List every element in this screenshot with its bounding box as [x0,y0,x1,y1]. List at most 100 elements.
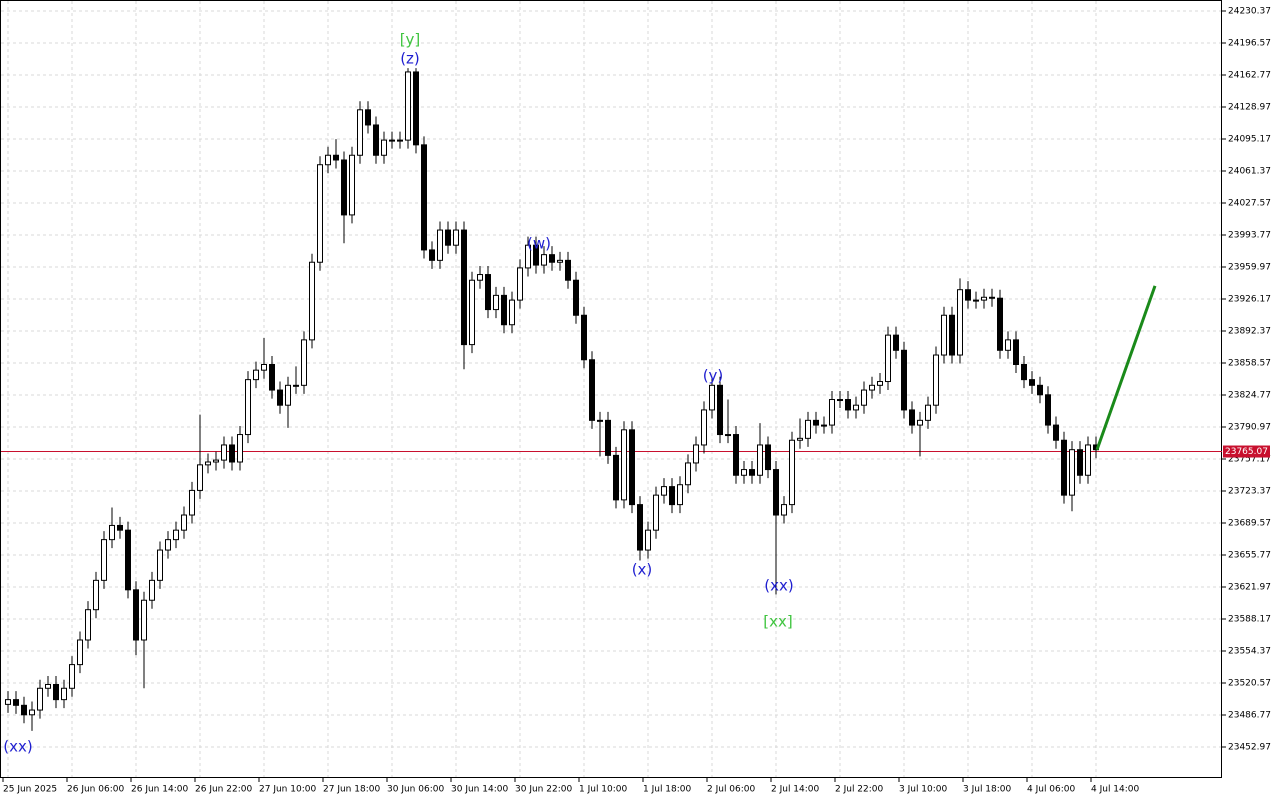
candle-body [229,444,235,463]
candle-body [805,419,811,439]
candle-body [925,404,931,421]
candle-body [53,683,59,701]
candle-body [877,381,883,386]
candle-body [693,444,699,464]
candle-body [973,299,979,302]
candle-body [677,484,683,506]
y-tick-label: 23723.37 [1228,487,1271,497]
candle-body [789,439,795,506]
candle-body [37,687,43,711]
candle-body [605,419,611,456]
y-tick-label: 23554.37 [1228,647,1271,657]
x-tick-label: 3 Jul 10:00 [899,785,948,795]
candle-body [829,399,835,426]
y-tick-label: 23621.97 [1228,583,1271,593]
y-tick-label: 23486.77 [1228,711,1271,721]
candle-body [389,139,395,142]
candle-body [1013,339,1019,365]
candle-body [197,464,203,491]
candle-body [797,437,803,441]
x-tick-label: 26 Jun 06:00 [67,785,124,795]
candle-body [381,139,387,156]
candle-body [709,384,715,411]
candle-body [685,462,691,486]
candle-body [13,699,19,706]
y-tick-label: 23520.57 [1228,679,1271,689]
candle-body [645,529,651,551]
y-tick-label: 24128.97 [1228,103,1271,113]
candle-body [373,124,379,156]
candle-body [133,589,139,641]
candle-body [485,274,491,311]
y-tick-label: 23757.17 [1228,455,1271,465]
candle-body [349,154,355,216]
candle-body [557,259,563,263]
candle-body [357,109,363,156]
candle-body [869,384,875,391]
candle-body [621,429,627,501]
candle-body [365,109,371,126]
candle-body [125,529,131,591]
candle-body [429,249,435,261]
x-tick-label: 3 Jul 18:00 [963,785,1012,795]
candle-body [845,399,851,411]
candle-body [45,683,51,689]
candle-body [293,384,299,387]
y-tick-label: 23926.17 [1228,295,1271,305]
y-tick-label: 23452.97 [1228,743,1271,753]
y-tick-label: 23858.57 [1228,359,1271,369]
candle-body [885,334,891,383]
y-tick-label: 23588.17 [1228,615,1271,625]
candle-body [549,254,555,263]
candle-body [397,139,403,142]
wave-label: (z) [400,50,420,68]
candle-body [285,384,291,406]
y-tick-label: 23824.77 [1228,391,1271,401]
candle-body [213,459,219,463]
candle-body [405,71,411,141]
candle-body [861,389,867,406]
candle-body [525,244,531,269]
candle-body [853,404,859,411]
y-tick-label: 23790.97 [1228,423,1271,433]
candle-body [277,389,283,406]
x-tick-label: 2 Jul 06:00 [707,785,756,795]
candle-body [837,399,843,402]
candle-body [29,709,35,716]
candle-body [893,334,899,351]
candle-body [245,379,251,436]
candle-body [701,409,707,446]
candle-body [661,486,667,496]
wave-label: [xx] [763,613,792,631]
candle-body [589,359,595,421]
candle-body [189,489,195,516]
y-tick-label: 23993.77 [1228,231,1271,241]
candle-body [741,469,747,476]
y-tick-label: 23689.57 [1228,519,1271,529]
wave-label: (xx) [764,577,793,595]
candle-body [1029,379,1035,386]
x-tick-label: 30 Jun 14:00 [451,785,508,795]
candle-body [517,267,523,301]
candle-body [597,419,603,422]
candle-body [757,444,763,476]
wave-label: (w) [527,235,551,253]
x-tick-label: 26 Jun 22:00 [195,785,252,795]
current-price-label: 23765.07 [1225,447,1268,457]
candle-body [5,699,11,705]
candle-body [325,154,331,166]
candle-body [341,159,347,216]
candle-body [437,229,443,261]
current-price-tag [1223,445,1270,458]
candle-body [237,434,243,463]
candle-body [821,424,827,427]
candle-body [1077,449,1083,476]
x-tick-label: 2 Jul 14:00 [771,785,820,795]
candle-body [461,229,467,346]
candle-body [957,289,963,356]
candle-body [629,429,635,506]
wave-label: (y) [703,367,724,385]
candle-body [469,279,475,346]
candle-body [909,409,915,426]
candle-body [269,363,275,391]
